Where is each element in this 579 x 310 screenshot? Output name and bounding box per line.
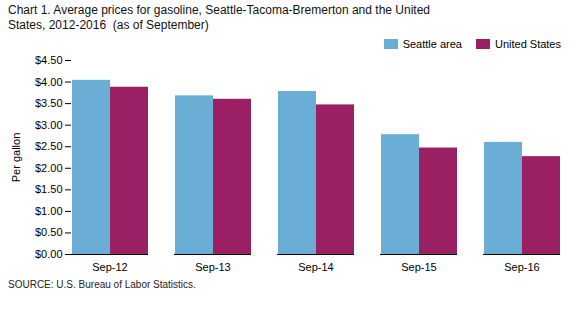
svg-text:$1.00: $1.00	[35, 205, 63, 217]
svg-text:Sep-12: Sep-12	[92, 261, 127, 273]
svg-text:$0.50: $0.50	[35, 226, 63, 238]
html-text:United States: United States	[495, 38, 561, 50]
svg-text:Sep-15: Sep-15	[401, 261, 436, 273]
svg-text:$4.50: $4.50	[35, 54, 63, 66]
svg-text:$0.00: $0.00	[35, 248, 63, 260]
svg-text:Per gallon: Per gallon	[10, 133, 22, 183]
svg-text:$3.50: $3.50	[35, 97, 63, 109]
svg-text:$2.00: $2.00	[35, 162, 63, 174]
svg-text:$4.00: $4.00	[35, 76, 63, 88]
html-text:Chart 1. Average prices for ga: Chart 1. Average prices for gasoline, Se…	[8, 3, 430, 17]
svg-text:$1.50: $1.50	[35, 183, 63, 195]
html-text:States, 2012-2016 (as of Septe: States, 2012-2016 (as of September)	[8, 18, 209, 32]
svg-text:Sep-16: Sep-16	[504, 261, 539, 273]
svg-text:$2.50: $2.50	[35, 140, 63, 152]
svg-text:Sep-13: Sep-13	[195, 261, 230, 273]
html-text:SOURCE: U.S. Bureau of Labor S: SOURCE: U.S. Bureau of Labor Statistics.	[8, 279, 196, 290]
svg-text:$3.00: $3.00	[35, 119, 63, 131]
html-text:Seattle area: Seattle area	[402, 38, 462, 50]
svg-text:Sep-14: Sep-14	[298, 261, 333, 273]
